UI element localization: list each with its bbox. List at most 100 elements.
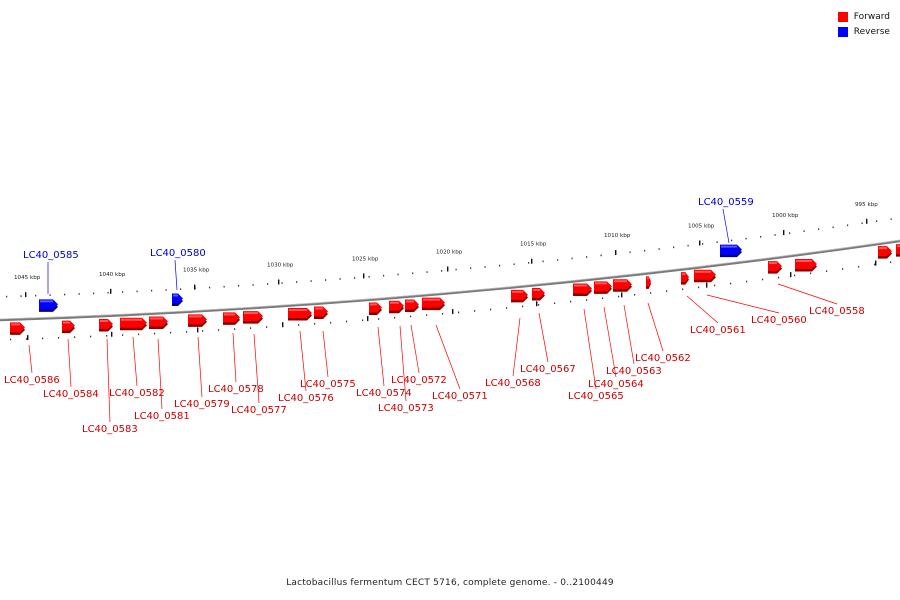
minor-tick-dot — [154, 332, 156, 335]
gene-arrow — [573, 283, 592, 297]
minor-tick-dot — [310, 280, 312, 282]
leader-line — [322, 330, 329, 378]
minor-tick-dot — [858, 265, 860, 268]
minor-tick-dot — [42, 337, 44, 340]
gene-arrow-highlight — [406, 300, 414, 303]
minor-tick-dot — [346, 320, 348, 323]
leader-line — [377, 326, 385, 387]
minor-tick-dot — [602, 297, 604, 300]
gene-label[interactable]: LC40_0579 — [174, 399, 230, 410]
gene-arrow — [288, 308, 312, 321]
minor-tick-dot — [362, 319, 364, 322]
lower-tick — [282, 322, 284, 328]
legend-forward-label: Forward — [853, 11, 890, 22]
minor-tick-dot — [470, 267, 472, 270]
forward-swatch — [837, 11, 848, 22]
gene-arrow-body — [369, 302, 382, 313]
minor-tick-dot — [266, 326, 268, 328]
gene-label[interactable]: LC40_0583 — [82, 424, 138, 435]
minor-tick-dot — [506, 307, 508, 309]
gene-arrow-body — [573, 283, 592, 294]
gene-arrow — [188, 314, 207, 327]
minor-tick-dot — [528, 262, 530, 264]
minor-tick-dot — [20, 295, 22, 297]
gene-arrow — [369, 302, 382, 315]
gene-arrow-body — [694, 269, 716, 280]
gene-arrow-highlight — [879, 247, 887, 250]
minor-tick-dot — [702, 243, 704, 245]
gene-label[interactable]: LC40_0560 — [751, 315, 807, 326]
gene-arrow-body — [288, 308, 312, 318]
tick-label: 1035 kbp — [183, 268, 210, 274]
gene-label[interactable]: LC40_0563 — [606, 366, 662, 377]
gene-arrow-body — [120, 317, 147, 328]
gene-label[interactable]: LC40_0582 — [109, 388, 165, 399]
gene-label[interactable]: LC40_0577 — [231, 405, 287, 416]
lower-tick — [111, 331, 113, 337]
gene-arrow — [896, 244, 900, 257]
minor-tick-dot — [410, 315, 412, 318]
gene-label[interactable]: LC40_0573 — [378, 403, 434, 414]
leader-line — [722, 208, 730, 244]
gene-label[interactable]: LC40_0564 — [588, 379, 644, 390]
minor-tick-dot — [314, 323, 316, 325]
gene-arrow — [720, 244, 742, 258]
minor-tick-dot — [441, 270, 443, 272]
gene-label[interactable]: LC40_0558 — [809, 306, 865, 317]
minor-tick-dot — [78, 293, 80, 295]
leader-line — [299, 330, 307, 392]
minor-tick-dot — [458, 311, 460, 314]
gene-arrow — [532, 287, 545, 301]
gene-label[interactable]: LC40_0559 — [698, 197, 754, 208]
gene-arrow-body — [896, 244, 900, 255]
map-caption: Lactobacillus fermentum CECT 5716, compl… — [286, 578, 614, 588]
minor-tick-dot — [847, 224, 849, 227]
tick-label: 1040 kbp — [99, 272, 126, 278]
gene-label[interactable]: LC40_0565 — [568, 391, 624, 402]
minor-tick-dot — [383, 274, 385, 277]
lower-tick — [27, 335, 29, 341]
genome-backbone — [0, 239, 900, 322]
gene-label[interactable]: LC40_0572 — [391, 375, 447, 386]
gene-label[interactable]: LC40_0585 — [23, 250, 79, 261]
minor-tick-dot — [890, 261, 892, 264]
major-tick — [194, 284, 196, 290]
reverse-swatch — [837, 26, 848, 37]
gene-label[interactable]: LC40_0580 — [150, 248, 206, 259]
minor-tick-dot — [499, 264, 501, 267]
major-tick — [25, 292, 27, 298]
leader-line — [253, 333, 260, 404]
gene-label[interactable]: LC40_0578 — [208, 384, 264, 395]
gene-label[interactable]: LC40_0568 — [485, 378, 541, 389]
gene-label[interactable]: LC40_0562 — [635, 353, 691, 364]
gene-label[interactable]: LC40_0584 — [43, 389, 99, 400]
gene-label[interactable]: LC40_0571 — [432, 391, 488, 402]
gene-label[interactable]: LC40_0575 — [300, 379, 356, 390]
minor-tick-dot — [818, 228, 820, 231]
gene-arrow — [511, 289, 528, 303]
gene-label[interactable]: LC40_0581 — [134, 411, 190, 422]
gene-arrow-highlight — [224, 313, 235, 316]
gene-label[interactable]: LC40_0576 — [278, 393, 334, 404]
lower-tick — [790, 272, 792, 278]
minor-tick-dot — [474, 310, 476, 312]
major-tick — [699, 240, 701, 246]
gene-arrow — [99, 318, 113, 332]
gene-arrow-highlight — [189, 315, 202, 318]
lower-tick — [367, 316, 369, 322]
leader-line — [686, 295, 719, 324]
gene-arrow-highlight — [390, 301, 399, 304]
minor-tick-dot — [890, 218, 892, 220]
gene-label[interactable]: LC40_0567 — [520, 364, 576, 375]
gene-label[interactable]: LC40_0574 — [356, 388, 412, 399]
minor-tick-dot — [490, 308, 492, 311]
gene-label[interactable]: LC40_0561 — [690, 325, 746, 336]
minor-tick-dot — [218, 329, 220, 331]
minor-tick-dot — [339, 278, 341, 280]
minor-tick-dot — [426, 271, 428, 273]
minor-tick-dot — [730, 282, 732, 285]
gene-label[interactable]: LC40_0586 — [4, 375, 60, 386]
legend: Forward Reverse — [837, 9, 890, 39]
minor-tick-dot — [298, 324, 300, 326]
gene-arrow-body — [39, 299, 58, 310]
